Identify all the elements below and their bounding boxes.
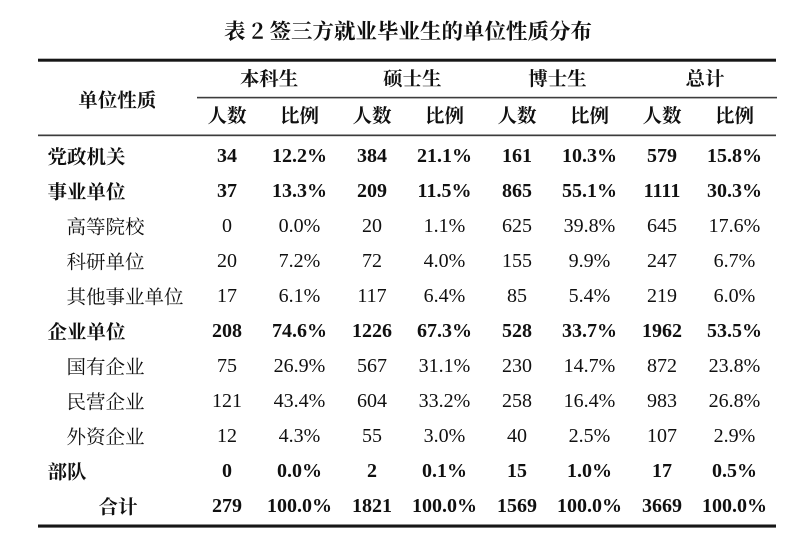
svg-text:0.0%: 0.0% — [277, 460, 322, 482]
svg-text:33.2%: 33.2% — [419, 390, 471, 412]
svg-text:39.8%: 39.8% — [564, 215, 616, 237]
svg-text:6.1%: 6.1% — [279, 285, 321, 307]
svg-text:625: 625 — [502, 215, 532, 237]
svg-text:16.4%: 16.4% — [564, 390, 616, 412]
svg-text:20: 20 — [217, 250, 237, 272]
svg-text:6.0%: 6.0% — [714, 285, 756, 307]
svg-text:100.0%: 100.0% — [267, 495, 332, 517]
svg-text:30.3%: 30.3% — [707, 180, 762, 202]
svg-text:4.3%: 4.3% — [279, 425, 321, 447]
svg-text:17: 17 — [217, 285, 237, 307]
svg-text:2.9%: 2.9% — [714, 425, 756, 447]
svg-text:209: 209 — [357, 180, 387, 202]
svg-text:155: 155 — [502, 250, 532, 272]
svg-text:33.7%: 33.7% — [562, 320, 617, 342]
svg-text:247: 247 — [647, 250, 677, 272]
svg-text:3.0%: 3.0% — [424, 425, 466, 447]
svg-text:1962: 1962 — [642, 320, 682, 342]
svg-text:31.1%: 31.1% — [419, 355, 471, 377]
svg-text:12: 12 — [217, 425, 237, 447]
svg-text:161: 161 — [502, 145, 532, 167]
svg-text:53.5%: 53.5% — [707, 320, 762, 342]
svg-text:17.6%: 17.6% — [709, 215, 761, 237]
svg-text:230: 230 — [502, 355, 532, 377]
svg-text:2.5%: 2.5% — [569, 425, 611, 447]
svg-text:645: 645 — [647, 215, 677, 237]
svg-text:75: 75 — [217, 355, 237, 377]
svg-text:55: 55 — [362, 425, 382, 447]
svg-text:1.1%: 1.1% — [424, 215, 466, 237]
svg-text:9.9%: 9.9% — [569, 250, 611, 272]
svg-text:0: 0 — [222, 215, 232, 237]
svg-text:4.0%: 4.0% — [424, 250, 466, 272]
svg-text:6.7%: 6.7% — [714, 250, 756, 272]
svg-text:43.4%: 43.4% — [274, 390, 326, 412]
svg-text:15: 15 — [507, 460, 527, 482]
svg-text:13.3%: 13.3% — [272, 180, 327, 202]
svg-text:0: 0 — [222, 460, 232, 482]
svg-text:26.9%: 26.9% — [274, 355, 326, 377]
svg-text:219: 219 — [647, 285, 677, 307]
svg-text:23.8%: 23.8% — [709, 355, 761, 377]
svg-text:0.5%: 0.5% — [712, 460, 757, 482]
svg-text:67.3%: 67.3% — [417, 320, 472, 342]
svg-text:107: 107 — [647, 425, 677, 447]
svg-text:74.6%: 74.6% — [272, 320, 327, 342]
svg-text:14.7%: 14.7% — [564, 355, 616, 377]
svg-text:208: 208 — [212, 320, 242, 342]
svg-text:100.0%: 100.0% — [557, 495, 622, 517]
svg-text:15.8%: 15.8% — [707, 145, 762, 167]
svg-text:1.0%: 1.0% — [567, 460, 612, 482]
svg-text:100.0%: 100.0% — [412, 495, 477, 517]
svg-text:34: 34 — [217, 145, 237, 167]
svg-text:384: 384 — [357, 145, 387, 167]
svg-text:117: 117 — [357, 285, 386, 307]
svg-text:20: 20 — [362, 215, 382, 237]
svg-text:7.2%: 7.2% — [279, 250, 321, 272]
svg-text:121: 121 — [212, 390, 242, 412]
svg-text:579: 579 — [647, 145, 677, 167]
svg-text:279: 279 — [212, 495, 242, 517]
svg-text:100.0%: 100.0% — [702, 495, 767, 517]
svg-text:85: 85 — [507, 285, 527, 307]
svg-text:1569: 1569 — [497, 495, 537, 517]
svg-text:17: 17 — [652, 460, 672, 482]
svg-text:528: 528 — [502, 320, 532, 342]
svg-text:3669: 3669 — [642, 495, 682, 517]
svg-text:0.1%: 0.1% — [422, 460, 467, 482]
svg-text:1821: 1821 — [352, 495, 392, 517]
svg-text:12.2%: 12.2% — [272, 145, 327, 167]
svg-text:567: 567 — [357, 355, 387, 377]
svg-text:10.3%: 10.3% — [562, 145, 617, 167]
svg-text:6.4%: 6.4% — [424, 285, 466, 307]
svg-text:2: 2 — [367, 460, 377, 482]
svg-text:983: 983 — [647, 390, 677, 412]
svg-text:55.1%: 55.1% — [562, 180, 617, 202]
svg-text:872: 872 — [647, 355, 677, 377]
svg-text:11.5%: 11.5% — [418, 180, 472, 202]
svg-text:1111: 1111 — [644, 180, 681, 202]
svg-text:0.0%: 0.0% — [279, 215, 321, 237]
svg-text:40: 40 — [507, 425, 527, 447]
svg-text:72: 72 — [362, 250, 382, 272]
svg-text:258: 258 — [502, 390, 532, 412]
svg-text:865: 865 — [502, 180, 532, 202]
svg-text:26.8%: 26.8% — [709, 390, 761, 412]
svg-text:5.4%: 5.4% — [569, 285, 611, 307]
svg-text:1226: 1226 — [352, 320, 392, 342]
svg-text:21.1%: 21.1% — [417, 145, 472, 167]
svg-text:37: 37 — [217, 180, 237, 202]
svg-text:604: 604 — [357, 390, 387, 412]
